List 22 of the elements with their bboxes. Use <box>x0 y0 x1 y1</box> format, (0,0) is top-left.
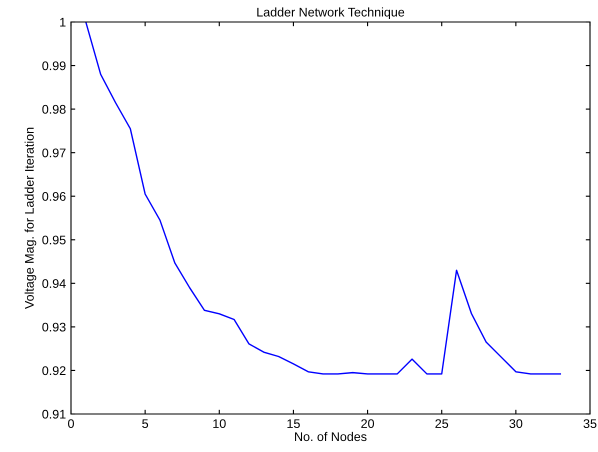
x-tick-label: 5 <box>142 419 148 428</box>
x-tick-label: 30 <box>509 419 522 428</box>
y-tick-label: 0.98 <box>42 104 66 114</box>
y-tick-label: 0.99 <box>42 61 66 70</box>
x-tick-label: 20 <box>361 419 374 428</box>
x-axis-title: No. of Nodes <box>295 432 367 442</box>
x-tick-label: 0 <box>68 419 74 428</box>
y-tick-label: 0.93 <box>42 322 66 332</box>
y-tick-label: 0.94 <box>42 279 66 288</box>
y-tick-label: 1 <box>60 18 66 27</box>
x-tick-label: 15 <box>287 419 300 428</box>
x-tick-label: 25 <box>435 419 448 428</box>
y-tick-label: 0.96 <box>42 192 66 201</box>
line-series <box>85 22 562 375</box>
x-tick-label: 10 <box>213 419 226 428</box>
x-tick-label: 35 <box>584 419 596 428</box>
y-tick-label: 0.97 <box>42 148 66 158</box>
y-tick-label: 0.91 <box>42 410 66 419</box>
y-tick-label: 0.92 <box>42 366 66 376</box>
chart-title: Ladder Network Technique <box>257 7 404 20</box>
y-tick-label: 0.95 <box>42 236 66 244</box>
y-axis-title: Voltage Mag. for Ladder Iteration <box>24 128 36 309</box>
